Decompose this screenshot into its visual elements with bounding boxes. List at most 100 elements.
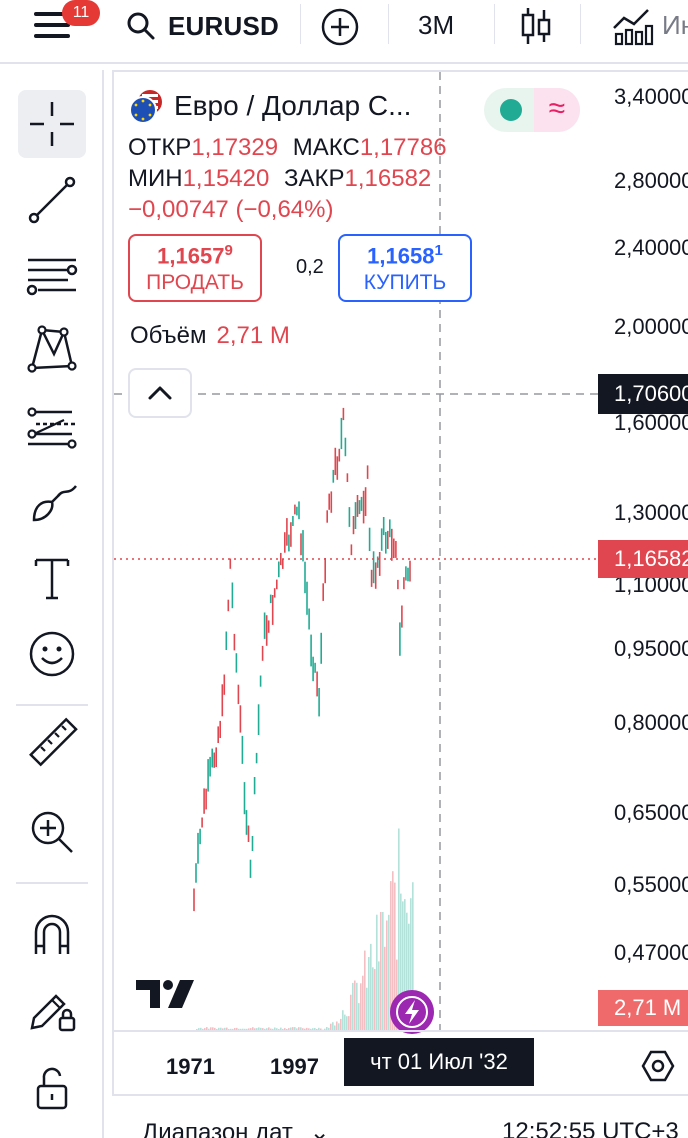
price-tick: 0,65000 (614, 799, 688, 825)
indicators-button[interactable]: Ин (610, 4, 688, 48)
text-tool[interactable] (18, 544, 86, 612)
chart-left-border (112, 70, 114, 1094)
volume-bar (332, 1022, 334, 1030)
high-value: 1,17786 (359, 134, 447, 161)
bottom-bar-divider (112, 1094, 688, 1096)
volume-bar (324, 1028, 326, 1030)
menu-icon (34, 12, 70, 16)
volume-bar (398, 828, 400, 1030)
forecast-tool[interactable] (18, 392, 86, 460)
sell-button[interactable]: 1,16579 ПРОДАТЬ (128, 234, 262, 302)
drawing-toolbar (0, 70, 104, 1138)
pattern-icon (27, 325, 77, 373)
ruler-icon (29, 717, 78, 767)
price-change: −0,00747 (−0,64%) (128, 196, 334, 223)
volume-bar (198, 1028, 200, 1030)
symbol-row[interactable]: Евро / Доллар С... (128, 84, 411, 128)
volume-bar (238, 1028, 240, 1030)
volume-bar (404, 899, 406, 1030)
volume-bar (236, 1027, 238, 1030)
magnet-icon (34, 914, 70, 954)
volume-bar (232, 1028, 234, 1030)
volume-bar (254, 1028, 256, 1030)
close-label: ЗАКР (284, 165, 345, 192)
volume-bar (334, 1025, 336, 1030)
spread-value: 0,2 (296, 256, 324, 278)
clock[interactable]: 12:52:55 UTC+3 (502, 1118, 679, 1138)
volume-bar (214, 1027, 216, 1030)
volume-bar (408, 923, 410, 1030)
symbol-search-button[interactable]: EURUSD (126, 8, 279, 44)
volume-bar (260, 1027, 262, 1030)
volume-bar (378, 961, 380, 1030)
divider (300, 4, 301, 44)
pattern-tool[interactable] (18, 314, 86, 382)
price-tick: 0,55000 (614, 872, 688, 897)
volume-bar (296, 1028, 298, 1030)
trend-line-icon (28, 176, 76, 224)
time-tick: 1997 (270, 1054, 319, 1079)
volume-bar (402, 901, 404, 1030)
volume-bar (326, 1027, 328, 1030)
lock-tool[interactable] (18, 1054, 86, 1122)
buy-price: 1,16581 (340, 242, 470, 269)
volume-bar (342, 1010, 344, 1030)
high-label: МАКС (292, 134, 360, 161)
crosshair-tool[interactable] (18, 90, 86, 158)
volume-bar (200, 1027, 202, 1030)
volume-bar (410, 898, 412, 1030)
lightning-button[interactable] (390, 990, 434, 1034)
indicators-icon (613, 9, 654, 46)
settings-icon[interactable] (640, 1046, 676, 1086)
volume-bar (252, 1027, 254, 1030)
top-toolbar: 11 EURUSD 3M Ин (0, 0, 688, 52)
chevron-up-icon (148, 386, 172, 400)
date-range-button[interactable]: Диапазон дат ⌄ (142, 1118, 330, 1138)
volume-bar (196, 1029, 198, 1030)
magnet-tool[interactable] (18, 900, 86, 968)
buy-label: КУПИТЬ (363, 271, 447, 295)
approx-icon: ≈ (534, 88, 580, 132)
menu-button[interactable] (32, 8, 72, 42)
volume-bar (210, 1027, 212, 1030)
candle-type-icon[interactable] (518, 4, 554, 48)
volume-bar (314, 1028, 316, 1030)
brush-tool[interactable] (18, 468, 86, 536)
add-symbol-icon[interactable] (320, 7, 360, 47)
forecast-icon (27, 407, 77, 449)
emoji-tool[interactable] (18, 620, 86, 688)
volume-bar (274, 1027, 276, 1030)
zoom-tool[interactable] (18, 798, 86, 866)
volume-bar (340, 1018, 342, 1030)
volume-bar (368, 957, 370, 1030)
measure-tool[interactable] (18, 708, 86, 776)
volume-bar (344, 1014, 346, 1030)
interval-button[interactable]: 3M (418, 10, 455, 40)
volume-axis-label: 2,71 M (598, 990, 688, 1026)
low-value: 1,15420 (182, 165, 270, 192)
text-icon (34, 558, 70, 600)
volume-bar (292, 1027, 294, 1030)
volume-bar (220, 1027, 222, 1030)
buy-button[interactable]: 1,16581 КУПИТЬ (338, 234, 472, 302)
volume-bar (206, 1027, 208, 1030)
price-tick: 1,60000 (614, 410, 688, 436)
volume-bar (304, 1028, 306, 1030)
volume-bar (228, 1029, 230, 1030)
collapse-legend-button[interactable] (128, 368, 192, 418)
divider (494, 4, 495, 44)
time-tick: 1971 (166, 1054, 215, 1079)
lock-drawings-tool[interactable] (18, 976, 86, 1044)
market-status-pill[interactable]: ≈ (484, 88, 580, 132)
tool-divider (16, 882, 88, 884)
price-tick: 0,80000 (614, 709, 688, 735)
price-tick: 1,30000 (614, 499, 688, 525)
volume-bar (388, 914, 390, 1030)
volume-bar (382, 912, 384, 1030)
trend-line-tool[interactable] (18, 166, 86, 234)
volume-bar (390, 881, 392, 1030)
fib-retracement-tool[interactable] (18, 240, 86, 308)
price-tick: 0,47000 (614, 940, 688, 965)
volume-bar (218, 1027, 220, 1030)
